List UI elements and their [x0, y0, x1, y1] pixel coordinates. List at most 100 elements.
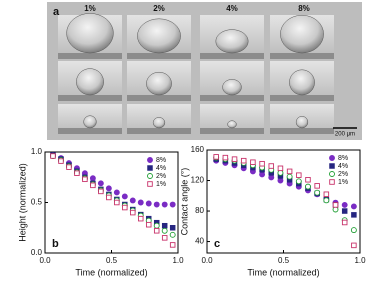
marker: [240, 157, 247, 164]
marker: [161, 227, 168, 234]
marker: [169, 231, 176, 238]
marker: [323, 191, 330, 198]
marker: [305, 183, 311, 190]
y-tick-label: 1.0: [31, 147, 43, 156]
y-tick-label: 0.5: [31, 198, 43, 207]
substrate: [58, 128, 122, 134]
legend-marker: [147, 165, 153, 171]
marker: [295, 178, 302, 185]
photo-grid: [58, 13, 334, 134]
marker: [169, 201, 176, 208]
marker: [314, 189, 321, 196]
marker: [145, 221, 152, 228]
substrate: [270, 128, 334, 134]
legend-marker: [329, 179, 335, 185]
panel-label: b: [52, 238, 59, 250]
legend-marker: [147, 157, 153, 163]
marker: [50, 153, 56, 159]
marker: [105, 185, 112, 192]
y-tick-label: 40: [195, 237, 204, 246]
marker: [213, 154, 219, 160]
marker: [122, 204, 128, 211]
x-tick-label: 0.5: [278, 256, 290, 265]
legend-marker: [329, 163, 335, 169]
marker: [351, 212, 357, 218]
substrate: [58, 95, 122, 101]
substrate: [127, 95, 191, 101]
panel-label: a: [53, 6, 60, 18]
marker: [341, 208, 348, 214]
substrate: [200, 53, 264, 59]
marker: [286, 168, 293, 175]
column-label: 4%: [226, 4, 238, 13]
substrate: [270, 95, 334, 101]
droplet: [280, 14, 324, 54]
marker: [129, 197, 136, 204]
legend-label: 8%: [156, 157, 166, 164]
marker: [277, 165, 284, 172]
marker: [323, 197, 330, 204]
droplet: [137, 18, 181, 54]
marker: [350, 203, 357, 210]
marker: [286, 173, 293, 180]
legend-marker: [147, 181, 153, 187]
legend-label: 4%: [156, 165, 166, 172]
x-tick-label: 0.0: [201, 256, 213, 265]
marker: [169, 242, 176, 248]
marker: [153, 201, 160, 208]
marker: [82, 176, 88, 183]
marker: [296, 172, 302, 178]
legend-label: 8%: [338, 155, 348, 162]
y-tick-label: 0.0: [31, 248, 43, 257]
marker: [277, 177, 284, 184]
x-axis-label: Time (normalized): [247, 267, 319, 277]
droplet: [295, 115, 309, 129]
marker: [161, 222, 168, 229]
marker: [268, 163, 275, 169]
y-axis-label: Contact angle (°): [179, 168, 189, 236]
y-tick-label: 160: [191, 145, 205, 154]
droplet: [66, 13, 114, 54]
droplet: [215, 29, 249, 54]
marker: [351, 242, 357, 249]
column-label: 1%: [84, 4, 96, 13]
panel-label: c: [214, 238, 220, 250]
y-axis-label: Height (normalized): [17, 163, 27, 242]
marker: [97, 180, 104, 187]
marker: [341, 201, 348, 208]
x-tick-label: 1.0: [172, 256, 184, 265]
marker: [169, 224, 176, 231]
marker: [66, 164, 72, 170]
droplet: [146, 71, 172, 96]
marker: [222, 154, 229, 161]
legend-label: 2%: [156, 173, 166, 180]
column-label: 2%: [153, 4, 165, 13]
droplet: [152, 117, 166, 129]
marker: [259, 171, 266, 178]
x-tick-label: 0.0: [39, 256, 51, 265]
marker: [332, 206, 339, 213]
marker: [58, 158, 64, 164]
substrate: [127, 128, 191, 134]
legend-marker: [329, 155, 335, 161]
marker: [130, 209, 136, 216]
substrate: [270, 53, 334, 59]
y-tick-label: 120: [191, 176, 205, 185]
marker: [145, 200, 152, 207]
marker: [314, 183, 320, 189]
scale-bar-label: 200 μm: [335, 132, 355, 138]
legend-marker: [147, 173, 153, 179]
marker: [268, 174, 275, 181]
marker: [106, 194, 112, 201]
droplet: [83, 115, 97, 129]
marker: [74, 170, 80, 176]
legend-marker: [329, 171, 335, 177]
panel-a: a 1% 2% 4% 8% 200 μm: [47, 2, 362, 140]
marker: [113, 189, 120, 196]
legend-label: 2%: [338, 171, 348, 178]
legend-label: 4%: [338, 163, 348, 170]
marker: [153, 228, 160, 234]
marker: [259, 160, 265, 167]
marker: [153, 222, 160, 229]
